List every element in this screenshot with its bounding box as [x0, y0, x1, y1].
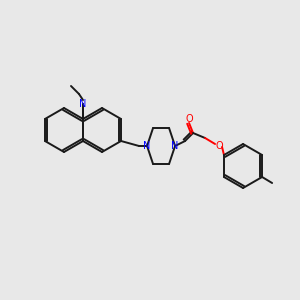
- Text: O: O: [215, 141, 223, 151]
- Text: N: N: [171, 141, 179, 151]
- Text: N: N: [143, 141, 151, 151]
- Text: N: N: [79, 99, 87, 109]
- Text: O: O: [185, 114, 193, 124]
